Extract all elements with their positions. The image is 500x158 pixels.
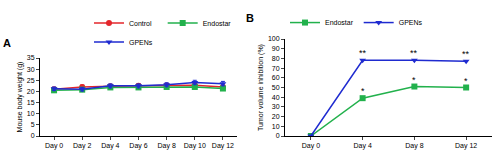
svg-text:70: 70 <box>272 65 280 72</box>
svg-text:*: * <box>361 86 365 96</box>
svg-text:*: * <box>412 75 416 85</box>
svg-text:0: 0 <box>276 132 280 139</box>
svg-text:25: 25 <box>27 77 35 84</box>
svg-text:Day 8: Day 8 <box>157 142 175 150</box>
svg-text:**: ** <box>359 48 367 58</box>
svg-text:Day 4: Day 4 <box>101 142 119 150</box>
svg-text:Tumor volume inhibition (%): Tumor volume inhibition (%) <box>257 44 265 131</box>
svg-text:Day 12: Day 12 <box>455 142 477 150</box>
svg-text:Endostar: Endostar <box>203 20 232 27</box>
svg-text:0: 0 <box>31 132 35 139</box>
svg-text:10: 10 <box>272 123 280 130</box>
svg-text:*: * <box>464 76 468 86</box>
svg-text:40: 40 <box>272 94 280 101</box>
svg-text:50: 50 <box>272 84 280 91</box>
svg-text:Day 0: Day 0 <box>45 142 63 150</box>
svg-text:A: A <box>3 37 11 49</box>
svg-text:20: 20 <box>272 113 280 120</box>
svg-text:30: 30 <box>27 66 35 73</box>
svg-text:5: 5 <box>31 121 35 128</box>
svg-text:Day 2: Day 2 <box>73 142 91 150</box>
svg-text:Day 4: Day 4 <box>353 142 371 150</box>
svg-text:80: 80 <box>272 55 280 62</box>
svg-text:10: 10 <box>27 110 35 117</box>
svg-text:**: ** <box>410 48 418 58</box>
svg-text:20: 20 <box>27 88 35 95</box>
svg-text:B: B <box>246 12 254 24</box>
svg-text:Day 0: Day 0 <box>302 142 320 150</box>
svg-text:GPENs: GPENs <box>399 19 423 26</box>
svg-text:Day 8: Day 8 <box>405 142 423 150</box>
svg-text:30: 30 <box>272 103 280 110</box>
svg-text:Endostar: Endostar <box>325 19 354 26</box>
svg-text:35: 35 <box>27 54 35 61</box>
svg-text:Day 12: Day 12 <box>212 142 234 150</box>
svg-text:Mouse body weight (g): Mouse body weight (g) <box>16 62 24 133</box>
svg-text:**: ** <box>462 49 470 59</box>
svg-text:90: 90 <box>272 45 280 52</box>
svg-text:Day 6: Day 6 <box>129 142 147 150</box>
svg-text:60: 60 <box>272 74 280 81</box>
svg-text:Day 10: Day 10 <box>184 142 206 150</box>
svg-text:15: 15 <box>27 99 35 106</box>
svg-text:100: 100 <box>268 35 280 42</box>
svg-text:Control: Control <box>129 20 152 27</box>
svg-text:GPENs: GPENs <box>129 39 153 46</box>
